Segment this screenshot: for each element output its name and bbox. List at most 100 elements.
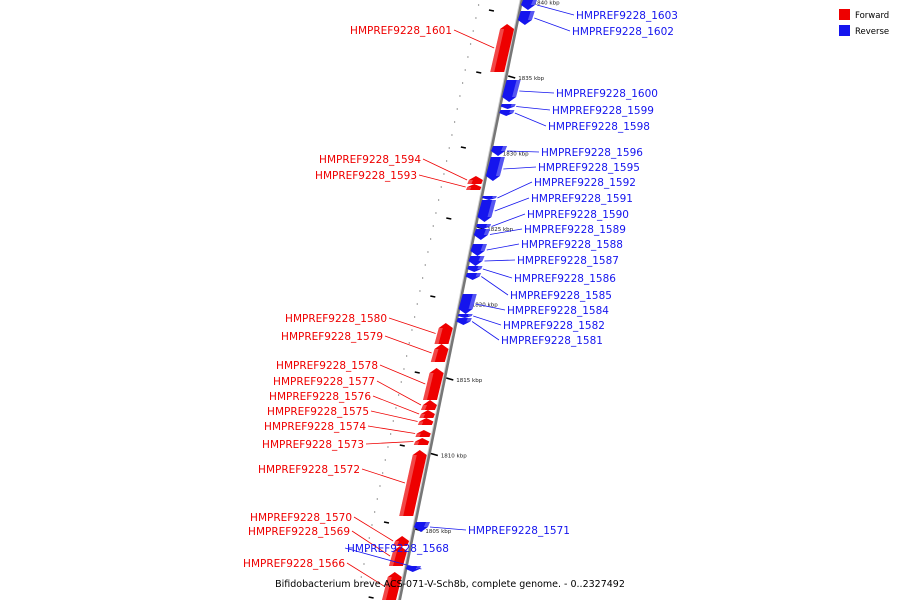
- gene-label-HMPREF9228_1573[interactable]: HMPREF9228_1573: [262, 439, 364, 451]
- gene-block[interactable]: [500, 104, 516, 109]
- gene-label-HMPREF9228_1582[interactable]: HMPREF9228_1582: [503, 320, 605, 332]
- gene-block[interactable]: [482, 196, 497, 200]
- gene-feature-HMPREF9228_1589[interactable]: [473, 229, 491, 240]
- gene-label-HMPREF9228_1580[interactable]: HMPREF9228_1580: [285, 313, 387, 325]
- gene-feature-HMPREF9228_1579[interactable]: [430, 344, 449, 362]
- gene-label-HMPREF9228_1595[interactable]: HMPREF9228_1595: [538, 162, 640, 174]
- gene-block[interactable]: [413, 522, 430, 532]
- gene-block[interactable]: [477, 200, 496, 222]
- gene-feature-HMPREF9228_1587[interactable]: [468, 256, 485, 266]
- gene-label-HMPREF9228_1594[interactable]: HMPREF9228_1594: [319, 154, 421, 166]
- gene-block[interactable]: [476, 224, 492, 229]
- gene-block[interactable]: [399, 450, 427, 516]
- gene-label-HMPREF9228_1577[interactable]: HMPREF9228_1577: [273, 376, 375, 388]
- gene-feature-HMPREF9228_1573[interactable]: [413, 438, 430, 445]
- gene-block[interactable]: [467, 176, 483, 184]
- gene-feature-HMPREF9228_1578[interactable]: [423, 368, 444, 400]
- gene-label-HMPREF9228_1598[interactable]: HMPREF9228_1598: [548, 121, 650, 133]
- gene-feature-HMPREF9228_1599[interactable]: [500, 104, 516, 109]
- gene-label-HMPREF9228_1599[interactable]: HMPREF9228_1599: [552, 105, 654, 117]
- gene-feature-HMPREF9228_1570[interactable]: [393, 536, 410, 546]
- gene-feature-HMPREF9228_1571[interactable]: [413, 522, 430, 532]
- gene-feature-HMPREF9228_1576[interactable]: [419, 410, 435, 418]
- gene-feature-HMPREF9228_1577[interactable]: [420, 400, 437, 410]
- gene-block[interactable]: [419, 410, 435, 418]
- gene-label-HMPREF9228_1578[interactable]: HMPREF9228_1578: [276, 360, 378, 372]
- gene-label-HMPREF9228_1566[interactable]: HMPREF9228_1566: [243, 558, 345, 570]
- gene-label-HMPREF9228_1601[interactable]: HMPREF9228_1601: [350, 25, 452, 37]
- gene-label-HMPREF9228_1570[interactable]: HMPREF9228_1570: [250, 512, 352, 524]
- gene-label-HMPREF9228_1593[interactable]: HMPREF9228_1593: [315, 170, 417, 182]
- gene-label-HMPREF9228_1592[interactable]: HMPREF9228_1592: [534, 177, 636, 189]
- gene-label-HMPREF9228_1579[interactable]: HMPREF9228_1579: [281, 331, 383, 343]
- gene-feature-HMPREF9228_1580[interactable]: [434, 323, 453, 344]
- gene-label-HMPREF9228_1587[interactable]: HMPREF9228_1587: [517, 255, 619, 267]
- gene-feature-HMPREF9228_1584[interactable]: [458, 294, 477, 314]
- gene-block[interactable]: [473, 229, 491, 240]
- gene-label-HMPREF9228_1584[interactable]: HMPREF9228_1584: [507, 305, 609, 317]
- gene-block[interactable]: [456, 318, 472, 325]
- gene-block[interactable]: [468, 256, 485, 266]
- gene-feature-HMPREF9228_1591[interactable]: [477, 200, 496, 222]
- gene-block[interactable]: [420, 400, 437, 410]
- gene-block[interactable]: [470, 244, 487, 256]
- gene-block[interactable]: [393, 536, 410, 546]
- gene-feature-HMPREF9228_1586[interactable]: [467, 266, 483, 272]
- gene-feature-HMPREF9228_1598[interactable]: [499, 110, 515, 116]
- gene-feature-HMPREF9228_1600[interactable]: [502, 80, 521, 102]
- gene-label-HMPREF9228_1574[interactable]: HMPREF9228_1574: [264, 421, 366, 433]
- gene-feature-HMPREF9228_1590[interactable]: [476, 224, 492, 229]
- gene-label-HMPREF9228_1572[interactable]: HMPREF9228_1572: [258, 464, 360, 476]
- gene-block[interactable]: [499, 110, 515, 116]
- gene-label-HMPREF9228_1590[interactable]: HMPREF9228_1590: [527, 209, 629, 221]
- gene-label-HMPREF9228_1585[interactable]: HMPREF9228_1585: [510, 290, 612, 302]
- gene-feature-HMPREF9228_1603[interactable]: [520, 0, 537, 10]
- gene-block[interactable]: [423, 368, 444, 400]
- gene-label-HMPREF9228_1596[interactable]: HMPREF9228_1596: [541, 147, 643, 159]
- gene-block[interactable]: [466, 184, 482, 190]
- gene-feature-HMPREF9228_1574[interactable]: [415, 430, 431, 437]
- gene-label-HMPREF9228_1591[interactable]: HMPREF9228_1591: [531, 193, 633, 205]
- gene-label-HMPREF9228_1602[interactable]: HMPREF9228_1602: [572, 26, 674, 38]
- gene-label-HMPREF9228_1603[interactable]: HMPREF9228_1603: [576, 10, 678, 22]
- gene-feature-HMPREF9228_1582[interactable]: [457, 314, 473, 318]
- gene-label-HMPREF9228_1588[interactable]: HMPREF9228_1588: [521, 239, 623, 251]
- gene-block[interactable]: [485, 157, 505, 181]
- gene-feature-HMPREF9228_1588[interactable]: [470, 244, 487, 256]
- gene-block[interactable]: [457, 314, 473, 318]
- gene-feature-HMPREF9228_1581[interactable]: [456, 318, 472, 325]
- gene-block[interactable]: [430, 344, 449, 362]
- gene-block[interactable]: [413, 438, 430, 445]
- gene-block[interactable]: [458, 294, 477, 314]
- gene-block[interactable]: [415, 430, 431, 437]
- gene-label-HMPREF9228_1575[interactable]: HMPREF9228_1575: [267, 406, 369, 418]
- gene-block[interactable]: [517, 11, 535, 25]
- gene-block[interactable]: [467, 266, 483, 272]
- gene-label-HMPREF9228_1586[interactable]: HMPREF9228_1586: [514, 273, 616, 285]
- gene-label-HMPREF9228_1568[interactable]: HMPREF9228_1568: [347, 543, 449, 555]
- gene-feature-HMPREF9228_1596[interactable]: [491, 146, 508, 156]
- gene-feature-HMPREF9228_1594[interactable]: [467, 176, 483, 184]
- gene-block[interactable]: [502, 80, 521, 102]
- gene-label-HMPREF9228_1571[interactable]: HMPREF9228_1571: [468, 525, 570, 537]
- gene-feature-HMPREF9228_1601[interactable]: [490, 24, 515, 72]
- gene-block[interactable]: [417, 418, 434, 425]
- gene-label-HMPREF9228_1600[interactable]: HMPREF9228_1600: [556, 88, 658, 100]
- gene-feature-HMPREF9228_1575[interactable]: [417, 418, 434, 425]
- gene-feature-HMPREF9228_1595[interactable]: [485, 157, 505, 181]
- gene-label-HMPREF9228_1581[interactable]: HMPREF9228_1581: [501, 335, 603, 347]
- gene-label-HMPREF9228_1589[interactable]: HMPREF9228_1589: [524, 224, 626, 236]
- gene-feature-HMPREF9228_1566[interactable]: [382, 572, 402, 600]
- gene-feature-HMPREF9228_1593[interactable]: [466, 184, 482, 190]
- gene-feature-HMPREF9228_1572[interactable]: [399, 450, 427, 516]
- gene-block[interactable]: [520, 0, 537, 10]
- gene-label-HMPREF9228_1569[interactable]: HMPREF9228_1569: [248, 526, 350, 538]
- gene-feature-HMPREF9228_1592[interactable]: [482, 196, 497, 200]
- gene-block[interactable]: [490, 24, 515, 72]
- gene-label-HMPREF9228_1576[interactable]: HMPREF9228_1576: [269, 391, 371, 403]
- gene-block[interactable]: [465, 273, 482, 280]
- gene-block[interactable]: [434, 323, 453, 344]
- gene-block[interactable]: [491, 146, 508, 156]
- gene-feature-HMPREF9228_1602[interactable]: [517, 11, 535, 25]
- gene-feature-HMPREF9228_1585[interactable]: [465, 273, 482, 280]
